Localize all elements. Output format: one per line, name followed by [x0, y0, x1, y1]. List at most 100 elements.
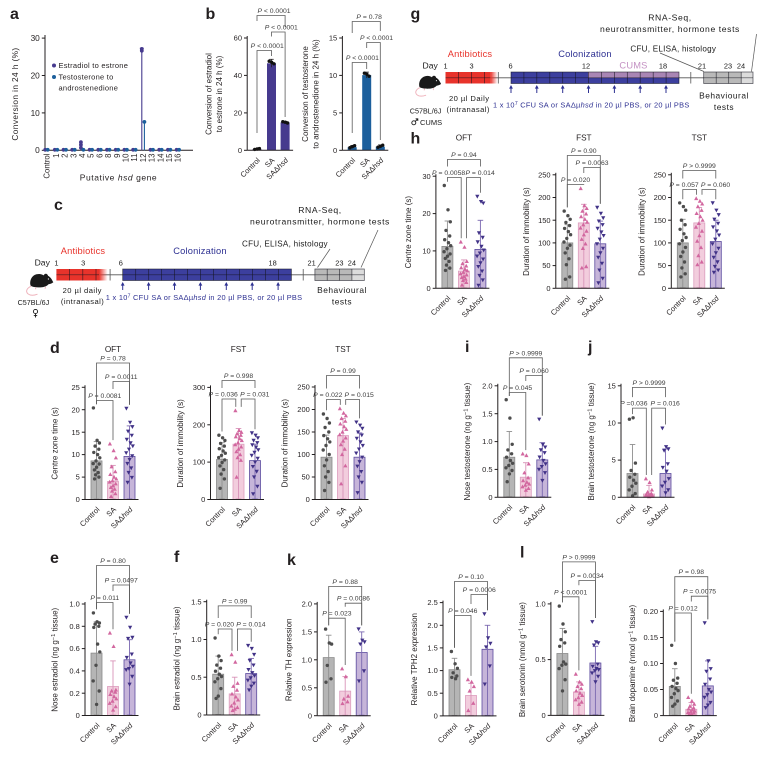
svg-text:0: 0: [488, 493, 492, 502]
svg-text:P = 0.046: P = 0.046: [448, 608, 478, 615]
svg-text:250: 250: [538, 170, 551, 179]
svg-text:a: a: [10, 6, 19, 23]
svg-text:P = 0.012: P = 0.012: [668, 606, 698, 613]
svg-text:0: 0: [427, 284, 431, 293]
svg-text:18: 18: [268, 259, 276, 268]
svg-text:15: 15: [165, 153, 174, 162]
svg-text:FST: FST: [231, 345, 246, 354]
svg-text:6: 6: [95, 154, 104, 158]
svg-text:0.5: 0.5: [302, 683, 312, 692]
svg-text:1: 1: [443, 62, 447, 71]
svg-text:0.5: 0.5: [482, 465, 492, 474]
svg-text:1.0: 1.0: [302, 655, 312, 664]
svg-text:P < 0.0001: P < 0.0001: [360, 35, 393, 42]
svg-text:10: 10: [329, 71, 337, 80]
svg-text:P = 0.94: P = 0.94: [451, 152, 477, 159]
svg-text:P = 0.014: P = 0.014: [236, 622, 266, 629]
svg-text:30: 30: [31, 33, 41, 43]
svg-text:0.8: 0.8: [69, 622, 79, 631]
svg-text:RNA-Seq,: RNA-Seq,: [648, 13, 692, 23]
svg-text:16: 16: [174, 154, 183, 163]
svg-text:P > 0.9999: P > 0.9999: [632, 380, 665, 387]
svg-text:0.6: 0.6: [69, 644, 79, 653]
svg-text:Relative TH expression: Relative TH expression: [284, 619, 293, 702]
svg-text:Brain serotonin (nmol g−1 tiss: Brain serotonin (nmol g−1 tissue): [518, 602, 527, 717]
svg-text:21: 21: [698, 62, 706, 71]
svg-text:h: h: [411, 131, 421, 148]
svg-text:0: 0: [662, 284, 666, 293]
svg-text:60: 60: [234, 34, 242, 43]
svg-text:Putative hsd gene: Putative hsd gene: [80, 173, 157, 183]
svg-text:Centre zone time (s): Centre zone time (s): [404, 196, 413, 269]
svg-text:Duration of immobility (s): Duration of immobility (s): [176, 399, 185, 488]
svg-text:P = 0.99: P = 0.99: [222, 598, 248, 605]
svg-text:P = 0.998: P = 0.998: [224, 373, 254, 380]
svg-text:0.15: 0.15: [643, 633, 658, 642]
svg-text:P = 0.99: P = 0.99: [330, 368, 356, 375]
svg-text:(intranasal): (intranasal): [61, 297, 104, 306]
svg-text:5: 5: [612, 456, 616, 465]
svg-text:3: 3: [81, 259, 85, 268]
svg-text:200: 200: [654, 193, 667, 202]
svg-text:12: 12: [582, 62, 590, 71]
svg-text:Behavioural: Behavioural: [317, 285, 367, 295]
svg-text:200: 200: [193, 420, 206, 429]
svg-text:neurotransmitter, hormone test: neurotransmitter, hormone tests: [250, 217, 390, 227]
svg-text:OFT: OFT: [105, 345, 121, 354]
svg-text:e: e: [50, 550, 59, 567]
svg-text:20: 20: [71, 405, 79, 414]
svg-text:0: 0: [434, 712, 438, 721]
svg-text:FST: FST: [576, 134, 591, 143]
svg-text:10: 10: [31, 108, 41, 118]
svg-text:0: 0: [654, 711, 658, 720]
svg-text:C57BL/6J: C57BL/6J: [18, 298, 50, 307]
svg-text:Conversion of testosterone: Conversion of testosterone: [301, 46, 310, 142]
svg-text:P = 0.0086: P = 0.0086: [337, 596, 370, 603]
svg-text:1.0: 1.0: [482, 437, 492, 446]
svg-text:Brain testosterone (ng g−1 tis: Brain testosterone (ng g−1 tissue): [587, 382, 596, 500]
svg-text:tests: tests: [714, 102, 734, 112]
svg-text:P < 0.0001: P < 0.0001: [346, 55, 379, 62]
svg-text:20 µl daily: 20 µl daily: [63, 286, 102, 295]
svg-text:P = 0.057: P = 0.057: [669, 182, 699, 189]
svg-text:g: g: [411, 6, 421, 23]
svg-text:TST: TST: [335, 345, 350, 354]
svg-text:200: 200: [538, 193, 551, 202]
svg-text:1: 1: [52, 154, 61, 158]
svg-text:P = 0.015: P = 0.015: [345, 392, 375, 399]
svg-text:0: 0: [542, 711, 546, 720]
svg-text:Conversion in 24 h (%): Conversion in 24 h (%): [10, 47, 20, 140]
svg-text:20 µl Daily: 20 µl Daily: [449, 94, 490, 103]
svg-text:P = 0.020: P = 0.020: [561, 177, 591, 184]
svg-text:50: 50: [658, 261, 666, 270]
svg-text:P = 0.78: P = 0.78: [356, 14, 382, 21]
svg-text:P = 0.036: P = 0.036: [209, 392, 239, 399]
svg-text:0.5: 0.5: [427, 689, 437, 698]
svg-text:15: 15: [71, 428, 79, 437]
svg-text:21: 21: [307, 259, 315, 268]
svg-text:150: 150: [297, 428, 310, 437]
svg-text:6: 6: [119, 259, 123, 268]
svg-text:23: 23: [724, 62, 732, 71]
svg-text:to estrone in 24 h (%): to estrone in 24 h (%): [215, 55, 224, 132]
svg-text:to androstenedione in 24 h (%): to androstenedione in 24 h (%): [312, 39, 321, 149]
svg-text:0.2: 0.2: [69, 689, 79, 698]
svg-text:30: 30: [422, 172, 430, 181]
svg-text:15: 15: [607, 381, 615, 390]
svg-text:Duration of immobility (s): Duration of immobility (s): [522, 187, 531, 276]
svg-text:0: 0: [35, 145, 40, 155]
svg-text:Day: Day: [35, 258, 51, 268]
svg-text:Testosterone to: Testosterone to: [59, 73, 114, 82]
svg-text:0.5: 0.5: [191, 673, 201, 682]
svg-text:Brain dopamine (nmol g−1 tissu: Brain dopamine (nmol g−1 tissue): [628, 605, 637, 723]
svg-text:Duration of immobility (s): Duration of immobility (s): [281, 399, 290, 488]
svg-text:10: 10: [71, 450, 79, 459]
svg-text:OFT: OFT: [456, 134, 472, 143]
svg-text:RNA-Seq,: RNA-Seq,: [298, 205, 342, 215]
svg-text:40: 40: [234, 71, 242, 80]
svg-text:neurotransmitter, hormone test: neurotransmitter, hormone tests: [600, 24, 740, 34]
svg-text:13: 13: [148, 154, 157, 163]
svg-text:b: b: [206, 6, 216, 23]
svg-text:24: 24: [348, 259, 356, 268]
svg-text:6: 6: [509, 62, 513, 71]
